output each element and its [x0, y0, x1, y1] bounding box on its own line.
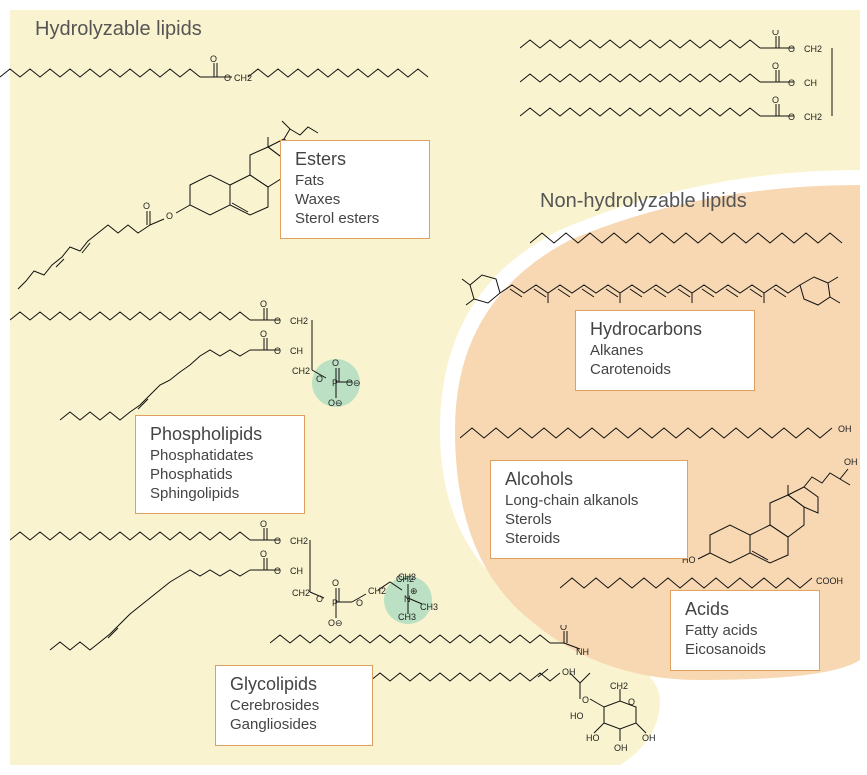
lbl: HO — [586, 733, 600, 743]
lbl: O — [772, 95, 779, 105]
heading-nonhydrolyzable: Non-hydrolyzable lipids — [540, 190, 747, 213]
box-alcohols: Alcohols Long-chain alkanols Sterols Ste… — [490, 460, 688, 559]
heading-hydrolyzable: Hydrolyzable lipids — [35, 18, 202, 41]
box-title: Hydrocarbons — [590, 319, 740, 340]
lbl: CH2 — [804, 44, 822, 54]
box-item: Phosphatids — [150, 466, 290, 485]
structure-triglyceride: O O O O O O CH2 CH CH2 — [520, 30, 860, 135]
box-item: Sterol esters — [295, 210, 415, 229]
lbl: OH — [562, 667, 576, 677]
box-title: Phospholipids — [150, 424, 290, 445]
structure-sterol: HO OH — [680, 445, 860, 565]
lbl: O — [316, 594, 323, 604]
box-esters: Esters Fats Waxes Sterol esters — [280, 140, 430, 239]
lbl: CH2 — [290, 536, 308, 546]
box-item: Fats — [295, 172, 415, 191]
box-item: Alkanes — [590, 342, 740, 361]
box-item: Eicosanoids — [685, 641, 805, 660]
lbl: O — [274, 566, 281, 576]
lbl: P — [332, 598, 338, 608]
box-item: Phosphatidates — [150, 447, 290, 466]
box-phospholipids: Phospholipids Phosphatidates Phosphatids… — [135, 415, 305, 514]
lbl: O — [332, 578, 339, 588]
lbl: CH2 — [804, 112, 822, 122]
structure-wax-ester: O O CH2 — [0, 55, 440, 95]
structure-sterol-ester: O O — [10, 115, 320, 295]
lbl: CH2 — [234, 73, 252, 83]
box-item: Carotenoids — [590, 361, 740, 380]
lbl: O — [316, 374, 323, 384]
lbl: CH — [290, 566, 303, 576]
box-glycolipids: Glycolipids Cerebrosides Gangliosides — [215, 665, 373, 746]
lbl: O — [260, 329, 267, 339]
lbl: CH2 — [610, 681, 628, 691]
lbl: O — [224, 73, 231, 83]
lbl: CH2 — [292, 588, 310, 598]
box-title: Alcohols — [505, 469, 673, 490]
lbl: NH — [576, 647, 589, 657]
lbl: CH3 — [398, 612, 416, 622]
lbl: O⊖ — [328, 398, 343, 408]
lbl: CH2 — [292, 366, 310, 376]
lbl: O — [772, 61, 779, 71]
lbl: P — [332, 378, 338, 388]
structure-phosphatidate: O O CH2 O O CH CH2 O P O O⊖ O⊖ — [10, 300, 410, 430]
lbl: O — [582, 695, 589, 705]
lbl: OH — [844, 457, 858, 467]
lbl: CH3 — [398, 572, 416, 582]
box-item: Sterols — [505, 511, 673, 530]
lbl: CH2 — [290, 316, 308, 326]
lipids-diagram: Hydrolyzable lipids Non-hydrolyzable lip… — [0, 0, 867, 775]
lbl: O — [560, 625, 567, 632]
lbl: OH — [614, 743, 628, 753]
lbl: O — [166, 211, 173, 221]
lbl: CH — [290, 346, 303, 356]
box-item: Gangliosides — [230, 716, 358, 735]
lbl: O — [274, 536, 281, 546]
lbl: O — [772, 30, 779, 37]
box-item: Fatty acids — [685, 622, 805, 641]
lbl: O — [274, 346, 281, 356]
lbl: O — [260, 549, 267, 559]
lbl: O — [274, 316, 281, 326]
lbl: O — [210, 55, 217, 64]
structure-alkanol: OH — [460, 420, 865, 444]
box-item: Cerebrosides — [230, 697, 358, 716]
lbl: ⊕ — [410, 586, 418, 596]
lbl: O — [788, 112, 795, 122]
box-item: Steroids — [505, 530, 673, 549]
structure-carotenoid — [460, 255, 860, 310]
lbl: O — [788, 78, 795, 88]
lbl: O — [260, 520, 267, 529]
lbl: O — [356, 598, 363, 608]
lbl: CH2 — [368, 586, 386, 596]
lbl: O — [628, 697, 635, 707]
box-title: Glycolipids — [230, 674, 358, 695]
box-title: Acids — [685, 599, 805, 620]
lbl: O — [260, 300, 267, 309]
lbl: OH — [838, 424, 852, 434]
structure-alkane — [530, 225, 850, 249]
box-title: Esters — [295, 149, 415, 170]
box-acids: Acids Fatty acids Eicosanoids — [670, 590, 820, 671]
lbl: O — [143, 201, 150, 211]
lbl: O⊖ — [346, 378, 361, 388]
lbl: O — [332, 358, 339, 368]
box-item: Long-chain alkanols — [505, 492, 673, 511]
lbl: COOH — [816, 576, 843, 586]
lbl: CH3 — [420, 602, 438, 612]
box-item: Sphingolipids — [150, 485, 290, 504]
lbl: O — [788, 44, 795, 54]
box-hydrocarbons: Hydrocarbons Alkanes Carotenoids — [575, 310, 755, 391]
box-item: Waxes — [295, 191, 415, 210]
lbl: HO — [570, 711, 584, 721]
lbl: OH — [642, 733, 656, 743]
lbl: CH — [804, 78, 817, 88]
